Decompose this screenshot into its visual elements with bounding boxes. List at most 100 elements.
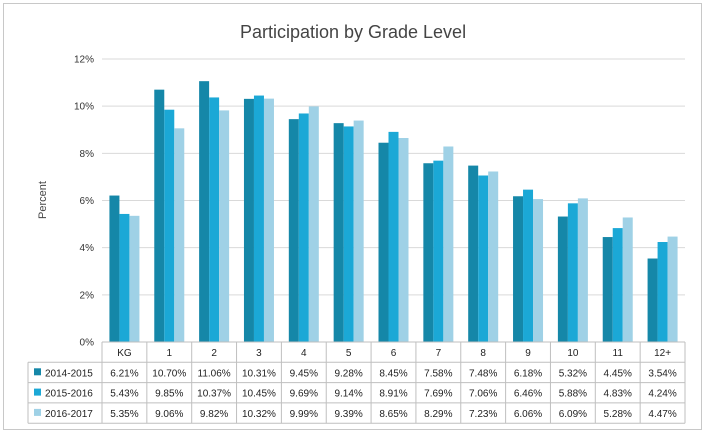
bar xyxy=(488,171,499,342)
data-label: 10.70% xyxy=(152,368,186,379)
y-tick-labels: 0% 2% 4% 6% 8% 10% 12% xyxy=(74,55,94,349)
data-label: 9.82% xyxy=(200,409,228,420)
bar xyxy=(443,146,454,342)
bar xyxy=(468,165,479,342)
bar xyxy=(622,217,633,342)
bar xyxy=(378,142,389,342)
chart-title: Participation by Grade Level xyxy=(240,22,466,42)
data-label: 9.45% xyxy=(290,368,318,379)
category-label: 1 xyxy=(166,348,172,359)
bar xyxy=(219,110,230,342)
bar xyxy=(119,213,130,342)
data-label: 8.29% xyxy=(424,409,452,420)
y-tick-label: 8% xyxy=(80,149,95,160)
bar xyxy=(657,242,668,342)
data-label: 10.37% xyxy=(197,389,231,400)
data-label: 8.91% xyxy=(379,389,407,400)
bar xyxy=(577,198,588,342)
legend-swatch xyxy=(34,408,41,416)
category-label: 7 xyxy=(436,348,442,359)
data-label: 4.24% xyxy=(648,389,676,400)
bar xyxy=(164,109,175,343)
data-label: 10.32% xyxy=(242,409,276,420)
legend-label: 2015-2016 xyxy=(45,389,93,400)
data-label: 5.43% xyxy=(110,389,138,400)
category-label: 9 xyxy=(525,348,531,359)
bar xyxy=(109,195,120,342)
data-table: KG 1 2 3 4 5 6 7 8 9 10 11 12+ 2014-2015 6.21% 10.70% 11… xyxy=(27,341,686,424)
data-label: 4.83% xyxy=(604,389,632,400)
legend-swatch xyxy=(34,388,41,396)
data-label: 3.54% xyxy=(648,368,676,379)
bar xyxy=(667,236,678,342)
data-label: 6.06% xyxy=(514,409,542,420)
bar xyxy=(333,123,344,342)
category-label: 12+ xyxy=(654,348,671,359)
data-label: 10.31% xyxy=(242,368,276,379)
bar xyxy=(388,131,399,342)
legend-label: 2014-2015 xyxy=(45,368,93,379)
bar xyxy=(557,216,568,342)
data-label: 7.48% xyxy=(469,368,497,379)
y-axis-label: Percent xyxy=(37,181,49,219)
bar xyxy=(343,126,354,342)
category-label: 8 xyxy=(480,348,486,359)
bar xyxy=(423,163,434,342)
bar xyxy=(129,215,140,342)
data-label: 4.47% xyxy=(648,409,676,420)
bar xyxy=(263,98,274,343)
bars xyxy=(109,81,678,343)
data-label: 5.28% xyxy=(604,409,632,420)
data-label: 7.23% xyxy=(469,409,497,420)
data-label: 11.06% xyxy=(198,368,231,379)
data-label: 7.58% xyxy=(424,368,452,379)
data-label: 8.45% xyxy=(379,368,407,379)
bar xyxy=(154,89,165,343)
category-label: 2 xyxy=(211,348,217,359)
data-label: 5.88% xyxy=(559,389,587,400)
y-tick-label: 4% xyxy=(80,243,95,254)
bar xyxy=(288,119,299,342)
data-label: 5.35% xyxy=(110,409,138,420)
data-label: 9.14% xyxy=(334,389,362,400)
data-label: 9.39% xyxy=(334,409,362,420)
bar xyxy=(243,98,254,342)
legend-label: 2016-2017 xyxy=(45,409,93,420)
bar xyxy=(433,160,444,342)
bar xyxy=(199,81,210,342)
data-label: 9.99% xyxy=(290,409,318,420)
bar xyxy=(478,175,489,342)
data-label: 7.06% xyxy=(469,389,497,400)
legend-swatch xyxy=(34,368,41,376)
bar xyxy=(353,120,364,343)
bar xyxy=(308,106,319,342)
data-label: 6.46% xyxy=(514,389,542,400)
y-tick-label: 2% xyxy=(80,290,95,301)
bar xyxy=(533,199,544,342)
y-tick-label: 10% xyxy=(74,102,94,113)
bar xyxy=(174,128,185,342)
data-label: 6.18% xyxy=(514,368,542,379)
bar xyxy=(523,189,534,342)
category-label: 4 xyxy=(301,348,307,359)
category-label: 6 xyxy=(391,348,397,359)
category-label: 5 xyxy=(346,348,352,359)
data-label: 9.06% xyxy=(155,409,183,420)
bar xyxy=(602,237,613,342)
bar xyxy=(253,95,264,342)
category-label: 11 xyxy=(613,348,624,359)
data-label: 4.45% xyxy=(604,368,632,379)
category-label: 3 xyxy=(256,348,262,359)
bar xyxy=(567,203,578,342)
category-label: KG xyxy=(117,348,132,359)
data-label: 9.28% xyxy=(334,368,362,379)
bar xyxy=(209,97,220,343)
bar xyxy=(398,138,409,342)
data-label: 6.21% xyxy=(110,368,138,379)
y-tick-label: 0% xyxy=(80,338,95,349)
data-label: 7.69% xyxy=(424,389,452,400)
data-label: 8.65% xyxy=(379,409,407,420)
bar xyxy=(298,113,309,342)
bar xyxy=(647,258,658,342)
